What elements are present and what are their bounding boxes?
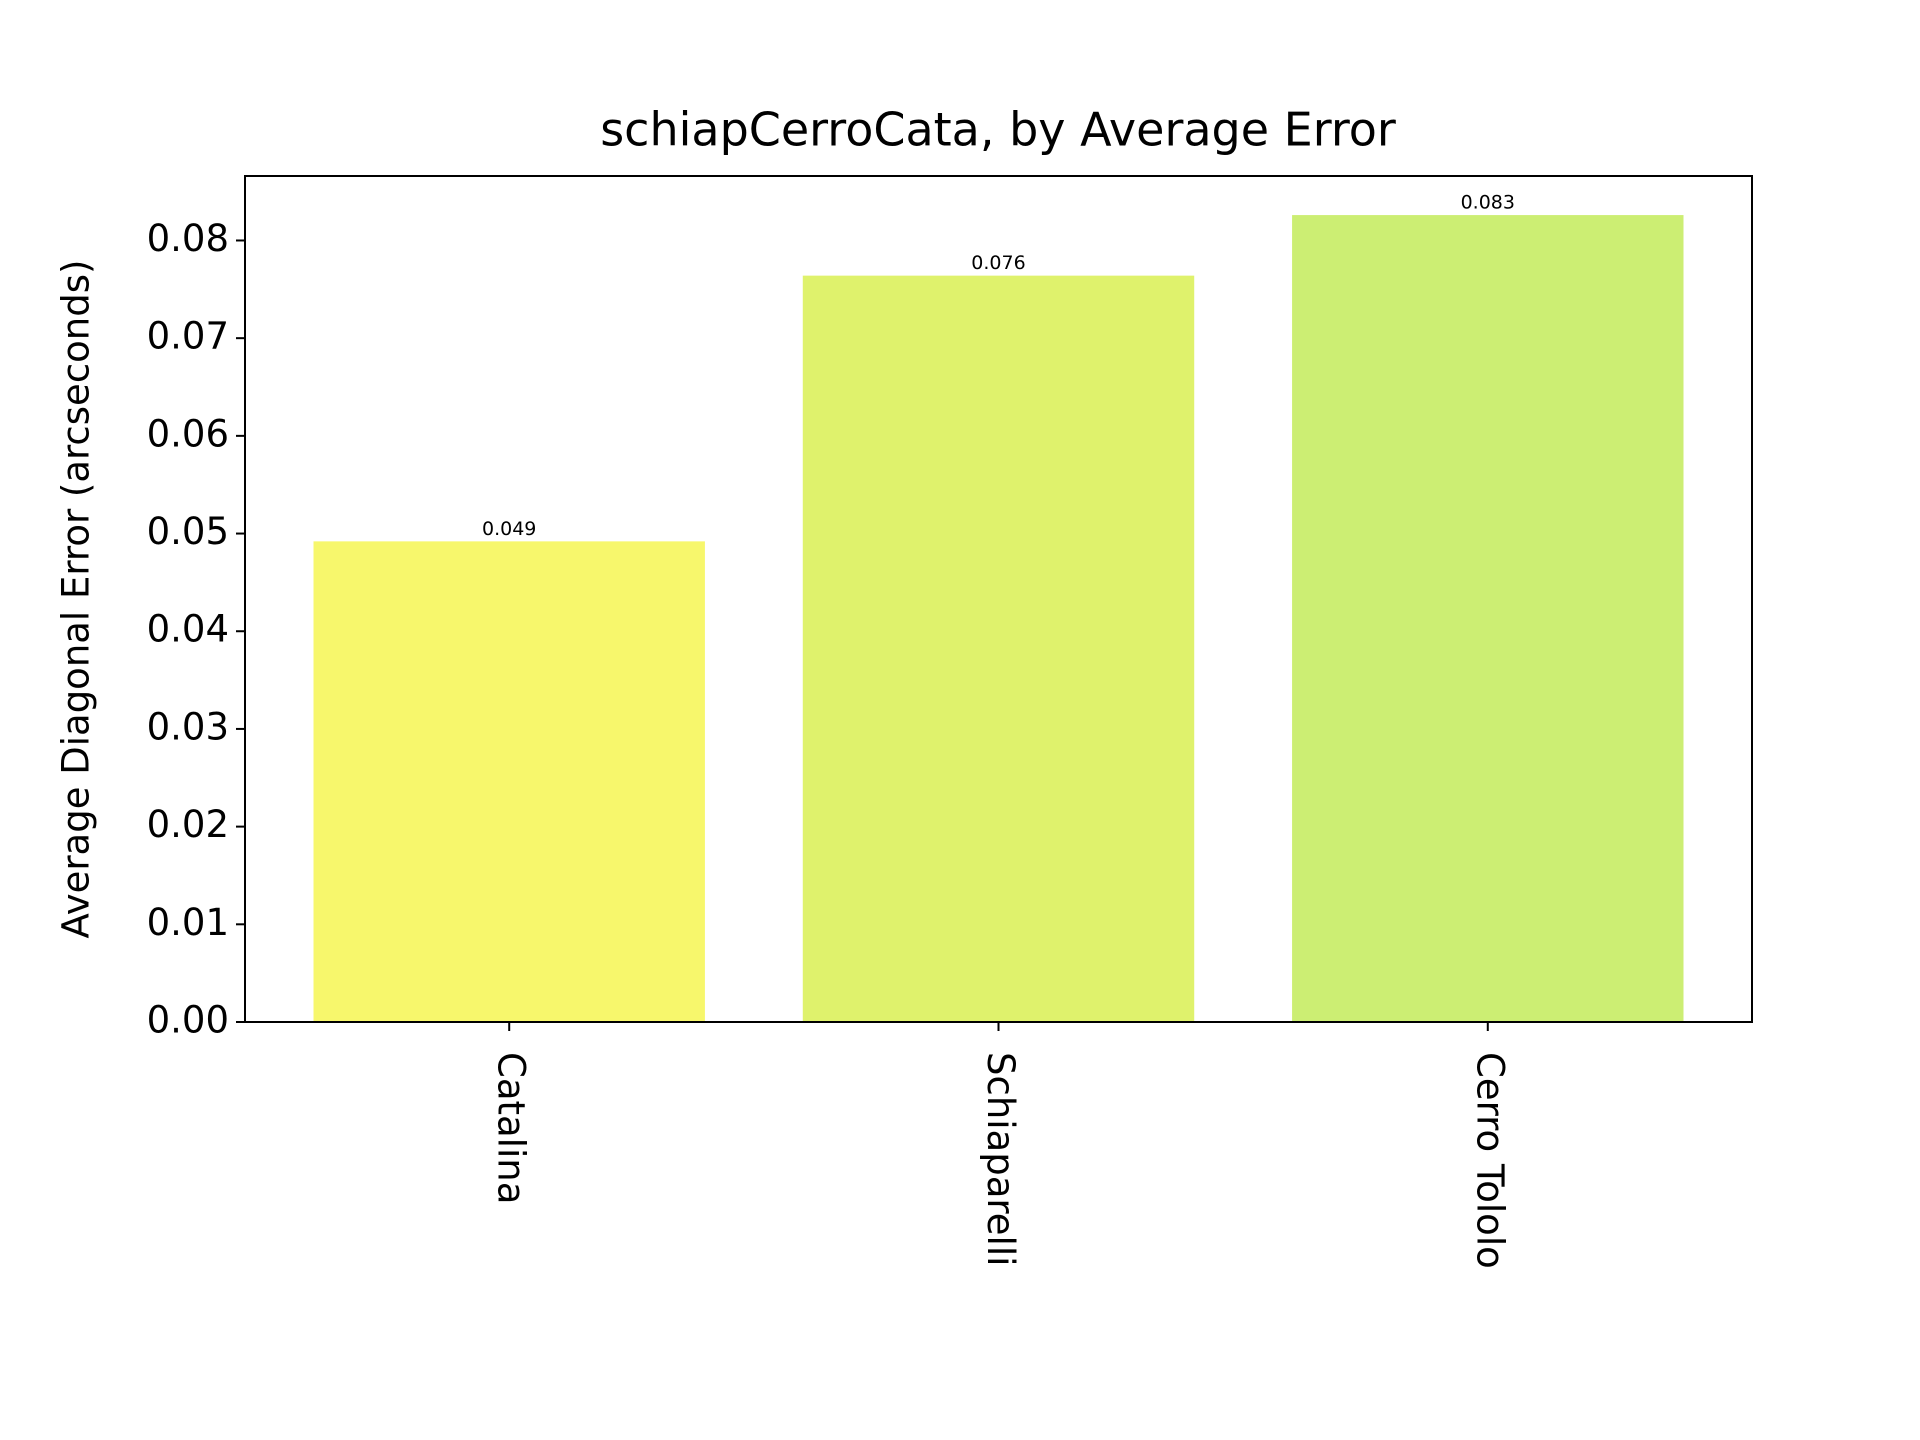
y-tick-label: 0.01 (147, 901, 229, 944)
value-label: 0.076 (971, 252, 1025, 274)
y-tick-label: 0.06 (147, 412, 229, 455)
y-tick-label: 0.07 (147, 315, 229, 358)
y-tick-label: 0.02 (147, 803, 229, 846)
chart-title: schiapCerroCata, by Average Error (600, 103, 1396, 157)
x-tick-label: Schiaparelli (979, 1052, 1022, 1266)
y-tick-label: 0.04 (147, 608, 229, 651)
x-tick-label: Catalina (490, 1052, 533, 1204)
bar (313, 541, 705, 1022)
bar (802, 275, 1195, 1022)
y-tick-label: 0.03 (147, 705, 229, 748)
bar (1292, 215, 1684, 1022)
y-tick-label: 0.08 (147, 217, 229, 260)
value-label: 0.083 (1461, 192, 1515, 214)
value-label: 0.049 (482, 518, 536, 540)
y-tick-label: 0.00 (147, 999, 229, 1042)
y-axis-label: Average Diagonal Error (arcseconds) (55, 260, 98, 939)
x-tick-label: Cerro Tololo (1468, 1052, 1511, 1269)
y-tick-label: 0.05 (147, 510, 229, 553)
plot-frame (244, 175, 1753, 1023)
